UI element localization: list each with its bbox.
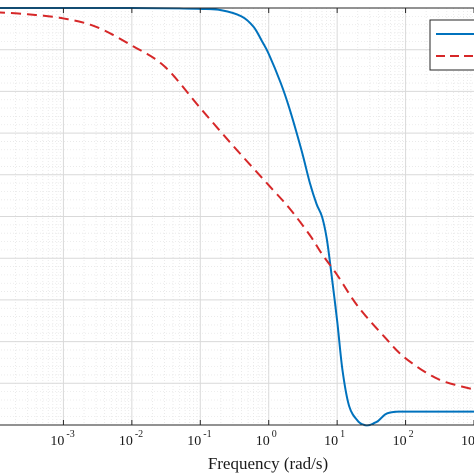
x-tick-label-base: 10 <box>119 434 133 449</box>
x-tick-label-exponent: 0 <box>272 429 277 440</box>
series-solid-line <box>0 6 474 427</box>
plot-series <box>0 6 474 427</box>
x-tick-label: 10 2 <box>393 429 414 449</box>
legend-box <box>429 19 474 71</box>
series-dashed-line <box>0 11 474 391</box>
x-tick-label-exponent: -1 <box>203 429 211 440</box>
x-tick-label: 10 <box>461 434 474 449</box>
x-axis-label: Frequency (rad/s) <box>208 454 328 473</box>
axes-frame <box>0 7 474 426</box>
grid <box>0 7 474 426</box>
x-tick-label: 10 -1 <box>187 429 211 449</box>
x-tick-label: 10 -2 <box>119 429 143 449</box>
x-tick-label-base: 10 <box>50 434 64 449</box>
x-tick-label-base: 10 <box>393 434 407 449</box>
x-tick-label-base: 10 <box>461 434 474 449</box>
x-tick-label-exponent: 2 <box>409 429 414 440</box>
x-tick-label-exponent: 1 <box>340 429 345 440</box>
x-tick-label: 10 0 <box>256 429 277 449</box>
x-tick-labels: 10 -3 10 -2 10 -1 10 0 10 1 10 2 10 <box>50 429 474 449</box>
x-tick-label-exponent: -2 <box>135 429 143 440</box>
legend <box>429 19 474 71</box>
x-tick-label-base: 10 <box>187 434 201 449</box>
x-tick-label: 10 1 <box>324 429 345 449</box>
x-tick-label: 10 -3 <box>50 429 74 449</box>
x-tick-label-base: 10 <box>324 434 338 449</box>
x-tick-label-exponent: -3 <box>66 429 74 440</box>
x-tick-label-base: 10 <box>256 434 270 449</box>
